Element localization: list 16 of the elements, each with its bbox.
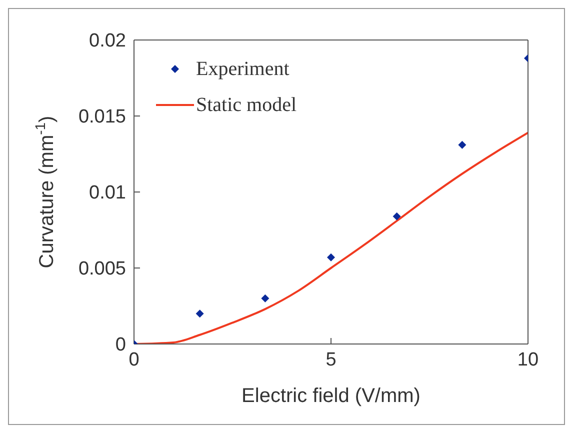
x-tick-label: 5 (326, 349, 336, 370)
y-tick-label: 0.02 (89, 30, 126, 52)
point (392, 212, 401, 220)
x-tick-label: 0 (128, 349, 140, 370)
y-tick-label: 0.015 (78, 106, 126, 128)
x-tick-label: 10 (517, 349, 539, 370)
point (261, 294, 270, 302)
point (458, 140, 466, 149)
y-tick-label: 0 (115, 334, 126, 356)
x-axis-title: Electric field (V/mm) (242, 385, 420, 407)
y-tick-label: 0.005 (78, 258, 126, 280)
legend-label: Static model (196, 93, 297, 118)
point (327, 253, 335, 262)
point (196, 310, 204, 318)
legend-label: Experiment (196, 57, 290, 82)
y-tick-label: 0.01 (89, 182, 126, 204)
